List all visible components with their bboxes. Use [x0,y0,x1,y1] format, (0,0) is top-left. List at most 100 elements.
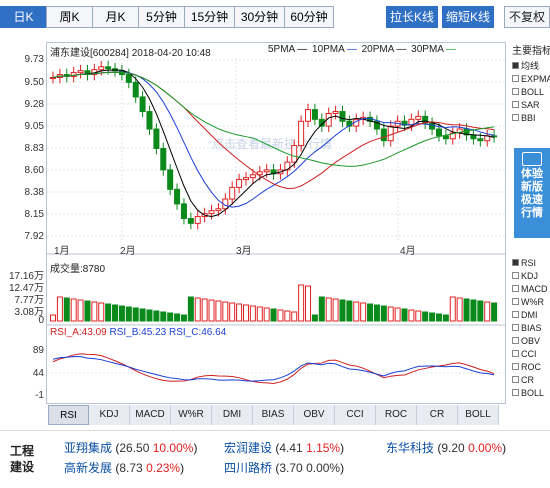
volume-bar [56,296,63,322]
volume-bar [194,297,201,322]
tab-daily-k[interactable]: 日K [0,6,46,28]
volume-tick: 12.47万 [8,283,44,294]
volume-bar [291,311,298,322]
checkbox-icon[interactable] [512,101,519,108]
new-version-promo-button[interactable]: 体验新版极速行情 [514,148,550,238]
indicator-expma[interactable]: EXPMA [512,72,550,85]
indicator-bbi[interactable]: BBI [512,111,550,124]
sub-indicator-rsi[interactable]: RSI [512,256,550,269]
tab-30min[interactable]: 30分钟 [234,6,284,28]
checkbox-icon[interactable] [512,337,519,344]
stock-change: 1.15% [306,441,341,455]
tab-roc[interactable]: ROC [376,405,417,425]
checkbox-icon[interactable] [512,324,519,331]
volume-bar [77,299,84,322]
sub-indicator-dmi[interactable]: DMI [512,308,550,321]
sub-indicator-roc[interactable]: ROC [512,360,550,373]
checkbox-icon[interactable] [512,285,519,292]
indicator-label: OBV [521,335,541,346]
indicator-boll[interactable]: BOLL [512,85,550,98]
candle-body [380,128,387,142]
tab-60min[interactable]: 60分钟 [284,6,334,28]
tab-rsi[interactable]: RSI [48,405,89,425]
tab-obv[interactable]: OBV [294,405,335,425]
adjust-select[interactable]: 不复权 [504,6,550,28]
tab-boll[interactable]: BOLL [458,405,499,425]
sub-indicator-wr[interactable]: W%R [512,295,550,308]
tab-wr[interactable]: W%R [171,405,212,425]
checkbox-icon[interactable] [512,272,519,279]
sector-stock[interactable]: 亚翔集成 (26.50 10.00%) [64,441,198,455]
tab-monthly-k[interactable]: 月K [92,6,138,28]
checkbox-icon[interactable] [512,75,519,82]
sub-indicator-obv[interactable]: OBV [512,334,550,347]
checkbox-icon[interactable] [512,389,519,396]
stock-name[interactable]: 东华科技 [386,441,435,455]
indicator-label: ROC [521,361,541,372]
ma5-line [52,69,495,218]
sub-indicator-bias[interactable]: BIAS [512,321,550,334]
volume-bar [470,299,477,322]
shrink-kline-button[interactable]: 缩短K线 [442,6,494,28]
stock-name[interactable]: 宏润建设 [224,441,273,455]
tab-kdj[interactable]: KDJ [89,405,130,425]
tab-weekly-k[interactable]: 周K [46,6,92,28]
volume-bar [387,306,394,322]
price-tick: 7.92 [24,231,44,242]
checkbox-icon[interactable] [512,350,519,357]
candle-body [132,81,139,98]
watermark-text: 点击查看最新技术行情 [212,136,332,151]
indicator-label: RSI [521,257,537,268]
stretch-kline-button[interactable]: 拉长K线 [386,6,438,28]
indicator-ma[interactable]: 均线 [512,59,550,72]
tab-5min[interactable]: 5分钟 [138,6,184,28]
month-label: 1月 [54,246,70,257]
volume-bar [422,311,429,322]
indicator-label: MACD [521,283,548,294]
sector-stock[interactable]: 东华科技 (9.20 0.00%) [386,441,507,455]
tab-15min[interactable]: 15分钟 [184,6,234,28]
indicator-label: BIAS [521,322,542,333]
sector-stock[interactable]: 高新发展 (8.73 0.23%) [64,461,185,475]
checkbox-icon[interactable] [512,363,519,370]
main-indicators-header: 主要指标 [512,46,550,57]
tab-cci[interactable]: CCI [335,405,376,425]
sector-stock[interactable]: 四川路桥 (3.70 0.00%) [224,461,345,475]
tab-macd[interactable]: MACD [130,405,171,425]
sub-indicator-cr[interactable]: CR [512,373,550,386]
volume-tick: 3.08万 [14,307,44,318]
checkbox-icon[interactable] [512,62,519,69]
tab-bias[interactable]: BIAS [253,405,294,425]
sub-indicator-macd[interactable]: MACD [512,282,550,295]
stock-change: 0.23% [146,461,181,475]
ma30-legend: 30PMA [411,44,444,55]
stock-name[interactable]: 亚翔集成 [64,441,113,455]
indicator-label: BBI [521,112,536,123]
price-tick: 9.28 [24,99,44,110]
sub-indicator-boll[interactable]: BOLL [512,386,550,399]
volume-bar [408,309,415,322]
ma30-line [52,71,495,167]
volume-bar [415,310,422,322]
checkbox-icon[interactable] [512,259,519,266]
checkbox-icon[interactable] [512,88,519,95]
checkbox-icon[interactable] [512,114,519,121]
tab-dmi[interactable]: DMI [212,405,253,425]
candle-body [98,66,105,71]
checkbox-icon[interactable] [512,311,519,318]
stock-name[interactable]: 四川路桥 [224,461,273,475]
volume-bar [153,310,160,322]
ma20-legend: 20PMA [361,44,395,55]
checkbox-icon[interactable] [512,376,519,383]
indicator-sar[interactable]: SAR [512,98,550,111]
checkbox-icon[interactable] [512,298,519,305]
sub-indicator-kdj[interactable]: KDJ [512,269,550,282]
indicator-label: SAR [521,99,540,110]
tab-cr[interactable]: CR [417,405,458,425]
candle-body [435,128,442,137]
sub-indicator-cci[interactable]: CCI [512,347,550,360]
indicator-label: BOLL [521,387,545,398]
stock-name[interactable]: 高新发展 [64,461,113,475]
sector-stock[interactable]: 宏润建设 (4.41 1.15%) [224,441,345,455]
